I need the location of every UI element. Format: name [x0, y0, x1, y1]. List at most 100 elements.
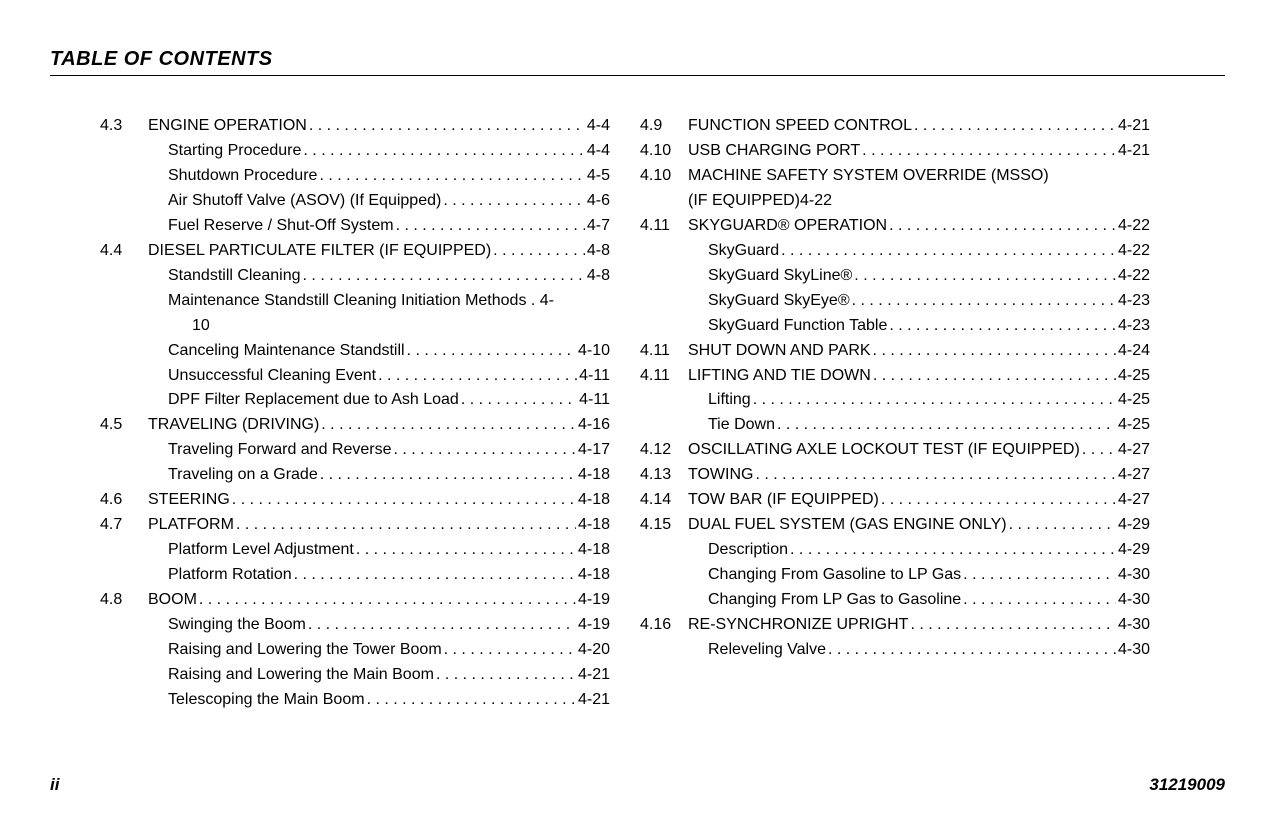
- toc-leader-dots: [755, 463, 1115, 488]
- toc-entry-number: 4.6: [100, 488, 148, 513]
- toc-entry-number: 4.13: [640, 463, 688, 488]
- toc-leader-dots: [889, 314, 1116, 339]
- toc-right-column: 4.9FUNCTION SPEED CONTROL4-214.10USB CHA…: [640, 114, 1150, 713]
- toc-sub-entry: Changing From LP Gas to Gasoline 4-30: [640, 588, 1150, 613]
- toc-entry-number: 4.16: [640, 613, 688, 638]
- toc-sub-entry: Traveling Forward and Reverse4-17: [100, 438, 610, 463]
- toc-entry-number: 4.12: [640, 438, 688, 463]
- toc-entry-page: 4-30: [1118, 613, 1150, 638]
- toc-entry-number: 4.3: [100, 114, 148, 139]
- toc-entry-label: 10: [192, 317, 210, 334]
- toc-sub-entry: Air Shutoff Valve (ASOV) (If Equipped)4-…: [100, 189, 610, 214]
- header-rule: [50, 75, 1225, 76]
- toc-entry-label: Raising and Lowering the Tower Boom: [168, 638, 442, 663]
- toc-entry-number: 4.7: [100, 513, 148, 538]
- toc-entry: 4.10MACHINE SAFETY SYSTEM OVERRIDE (MSSO…: [640, 164, 1150, 189]
- footer-doc-number: 31219009: [1149, 775, 1225, 795]
- toc-entry-page: 4-29: [1118, 538, 1150, 563]
- toc-entry-label: Fuel Reserve / Shut-Off System: [168, 214, 394, 239]
- toc-entry-label: DPF Filter Replacement due to Ash Load: [168, 388, 459, 413]
- toc-entry-label: Releveling Valve: [708, 638, 826, 663]
- toc-leader-dots: [854, 264, 1116, 289]
- toc-entry-page: 4-29: [1118, 513, 1150, 538]
- toc-entry: 4.8BOOM4-19: [100, 588, 610, 613]
- toc-entry-page: 4-30: [1118, 563, 1150, 588]
- toc-entry-label: Standstill Cleaning: [168, 264, 301, 289]
- toc-entry-page: 4-22: [1118, 264, 1150, 289]
- toc-entry-page: 4-4: [587, 139, 610, 164]
- toc-leader-dots: [199, 588, 576, 613]
- toc-sub-entry: Canceling Maintenance Standstill4-10: [100, 339, 610, 364]
- toc-entry-page: 4-18: [578, 488, 610, 513]
- toc-leader-dots: [319, 164, 584, 189]
- toc-entry-label: Canceling Maintenance Standstill: [168, 339, 405, 364]
- toc-entry-number: 4.9: [640, 114, 688, 139]
- toc-entry-page: 4-23: [1118, 314, 1150, 339]
- toc-entry-label: DIESEL PARTICULATE FILTER (IF EQUIPPED): [148, 239, 491, 264]
- toc-leader-dots: [889, 214, 1116, 239]
- toc-entry-page: 4-27: [1118, 463, 1150, 488]
- toc-sub-entry: SkyGuard SkyLine®4-22: [640, 264, 1150, 289]
- toc-leader-dots: [378, 364, 577, 389]
- toc-entry-label: Raising and Lowering the Main Boom: [168, 663, 434, 688]
- toc-entry-label: Traveling on a Grade: [168, 463, 318, 488]
- toc-entry-page: 4-27: [1118, 488, 1150, 513]
- toc-entry-number: 4.14: [640, 488, 688, 513]
- toc-entry-label: Traveling Forward and Reverse: [168, 438, 392, 463]
- toc-leader-dots: [873, 339, 1116, 364]
- toc-entry-label: Shutdown Procedure: [168, 164, 317, 189]
- toc-entry-label: SkyGuard Function Table: [708, 314, 887, 339]
- toc-leader-dots: [781, 239, 1116, 264]
- toc-leader-dots: [236, 513, 576, 538]
- toc-sub-entry: Raising and Lowering the Tower Boom4-20: [100, 638, 610, 663]
- toc-entry: 4.15DUAL FUEL SYSTEM (GAS ENGINE ONLY)4-…: [640, 513, 1150, 538]
- toc-entry-page: 4-19: [578, 588, 610, 613]
- toc-entry-label: LIFTING AND TIE DOWN: [688, 364, 871, 389]
- toc-entry-label: BOOM: [148, 588, 197, 613]
- toc-entry: 4.10USB CHARGING PORT4-21: [640, 139, 1150, 164]
- toc-entry: 4.5TRAVELING (DRIVING)4-16: [100, 413, 610, 438]
- toc-leader-dots: [308, 613, 576, 638]
- toc-entry-label: Changing From LP Gas to Gasoline: [708, 588, 961, 613]
- toc-leader-dots: [777, 413, 1116, 438]
- toc-entry-label: Telescoping the Main Boom: [168, 688, 365, 713]
- toc-sub-entry: Raising and Lowering the Main Boom 4-21: [100, 663, 610, 688]
- toc-entry-label: TOWING: [688, 463, 753, 488]
- toc-leader-dots: [873, 364, 1116, 389]
- toc-entry: 4.14TOW BAR (IF EQUIPPED)4-27: [640, 488, 1150, 513]
- toc-entry-label: Description: [708, 538, 788, 563]
- toc-entry-page: 4-18: [578, 563, 610, 588]
- toc-entry: 4.11SHUT DOWN AND PARK4-24: [640, 339, 1150, 364]
- toc-entry-page: 4-27: [1118, 438, 1150, 463]
- toc-entry-page: 4-22: [1118, 239, 1150, 264]
- toc-entry-label: PLATFORM: [148, 513, 234, 538]
- toc-entry-number: 4.11: [640, 364, 688, 389]
- toc-entry: 4.11SKYGUARD® OPERATION4-22: [640, 214, 1150, 239]
- toc-entry-number: 4.15: [640, 513, 688, 538]
- toc-entry-page: 4-18: [578, 538, 610, 563]
- toc-entry-page: 4-30: [1118, 588, 1150, 613]
- toc-sub-entry: DPF Filter Replacement due to Ash Load4-…: [100, 388, 610, 413]
- toc-leader-dots: [444, 638, 576, 663]
- toc-leader-dots: [320, 463, 576, 488]
- toc-sub-entry: Standstill Cleaning4-8: [100, 264, 610, 289]
- toc-leader-dots: [828, 638, 1116, 663]
- toc-leader-dots: [914, 114, 1116, 139]
- toc-entry-page: 4-21: [578, 688, 610, 713]
- toc-entry-label: (IF EQUIPPED)4-22: [688, 189, 832, 214]
- toc-entry-number: 4.11: [640, 339, 688, 364]
- toc-entry-label: Platform Rotation: [168, 563, 292, 588]
- toc-sub-entry: Platform Rotation 4-18: [100, 563, 610, 588]
- page-title: TABLE OF CONTENTS: [50, 48, 1225, 71]
- toc-leader-dots: [232, 488, 576, 513]
- toc-entry-page: 4-21: [578, 663, 610, 688]
- toc-sub-entry: SkyGuard SkyEye®4-23: [640, 289, 1150, 314]
- toc-entry-page: 4-19: [578, 613, 610, 638]
- toc-leader-dots: [367, 688, 576, 713]
- toc-leader-dots: [443, 189, 585, 214]
- toc-entry-number: 4.10: [640, 164, 688, 189]
- toc-entry-page: 4-8: [587, 239, 610, 264]
- toc-leader-dots: [1009, 513, 1116, 538]
- toc-leader-dots: [963, 563, 1116, 588]
- toc-entry-page: 4-25: [1118, 364, 1150, 389]
